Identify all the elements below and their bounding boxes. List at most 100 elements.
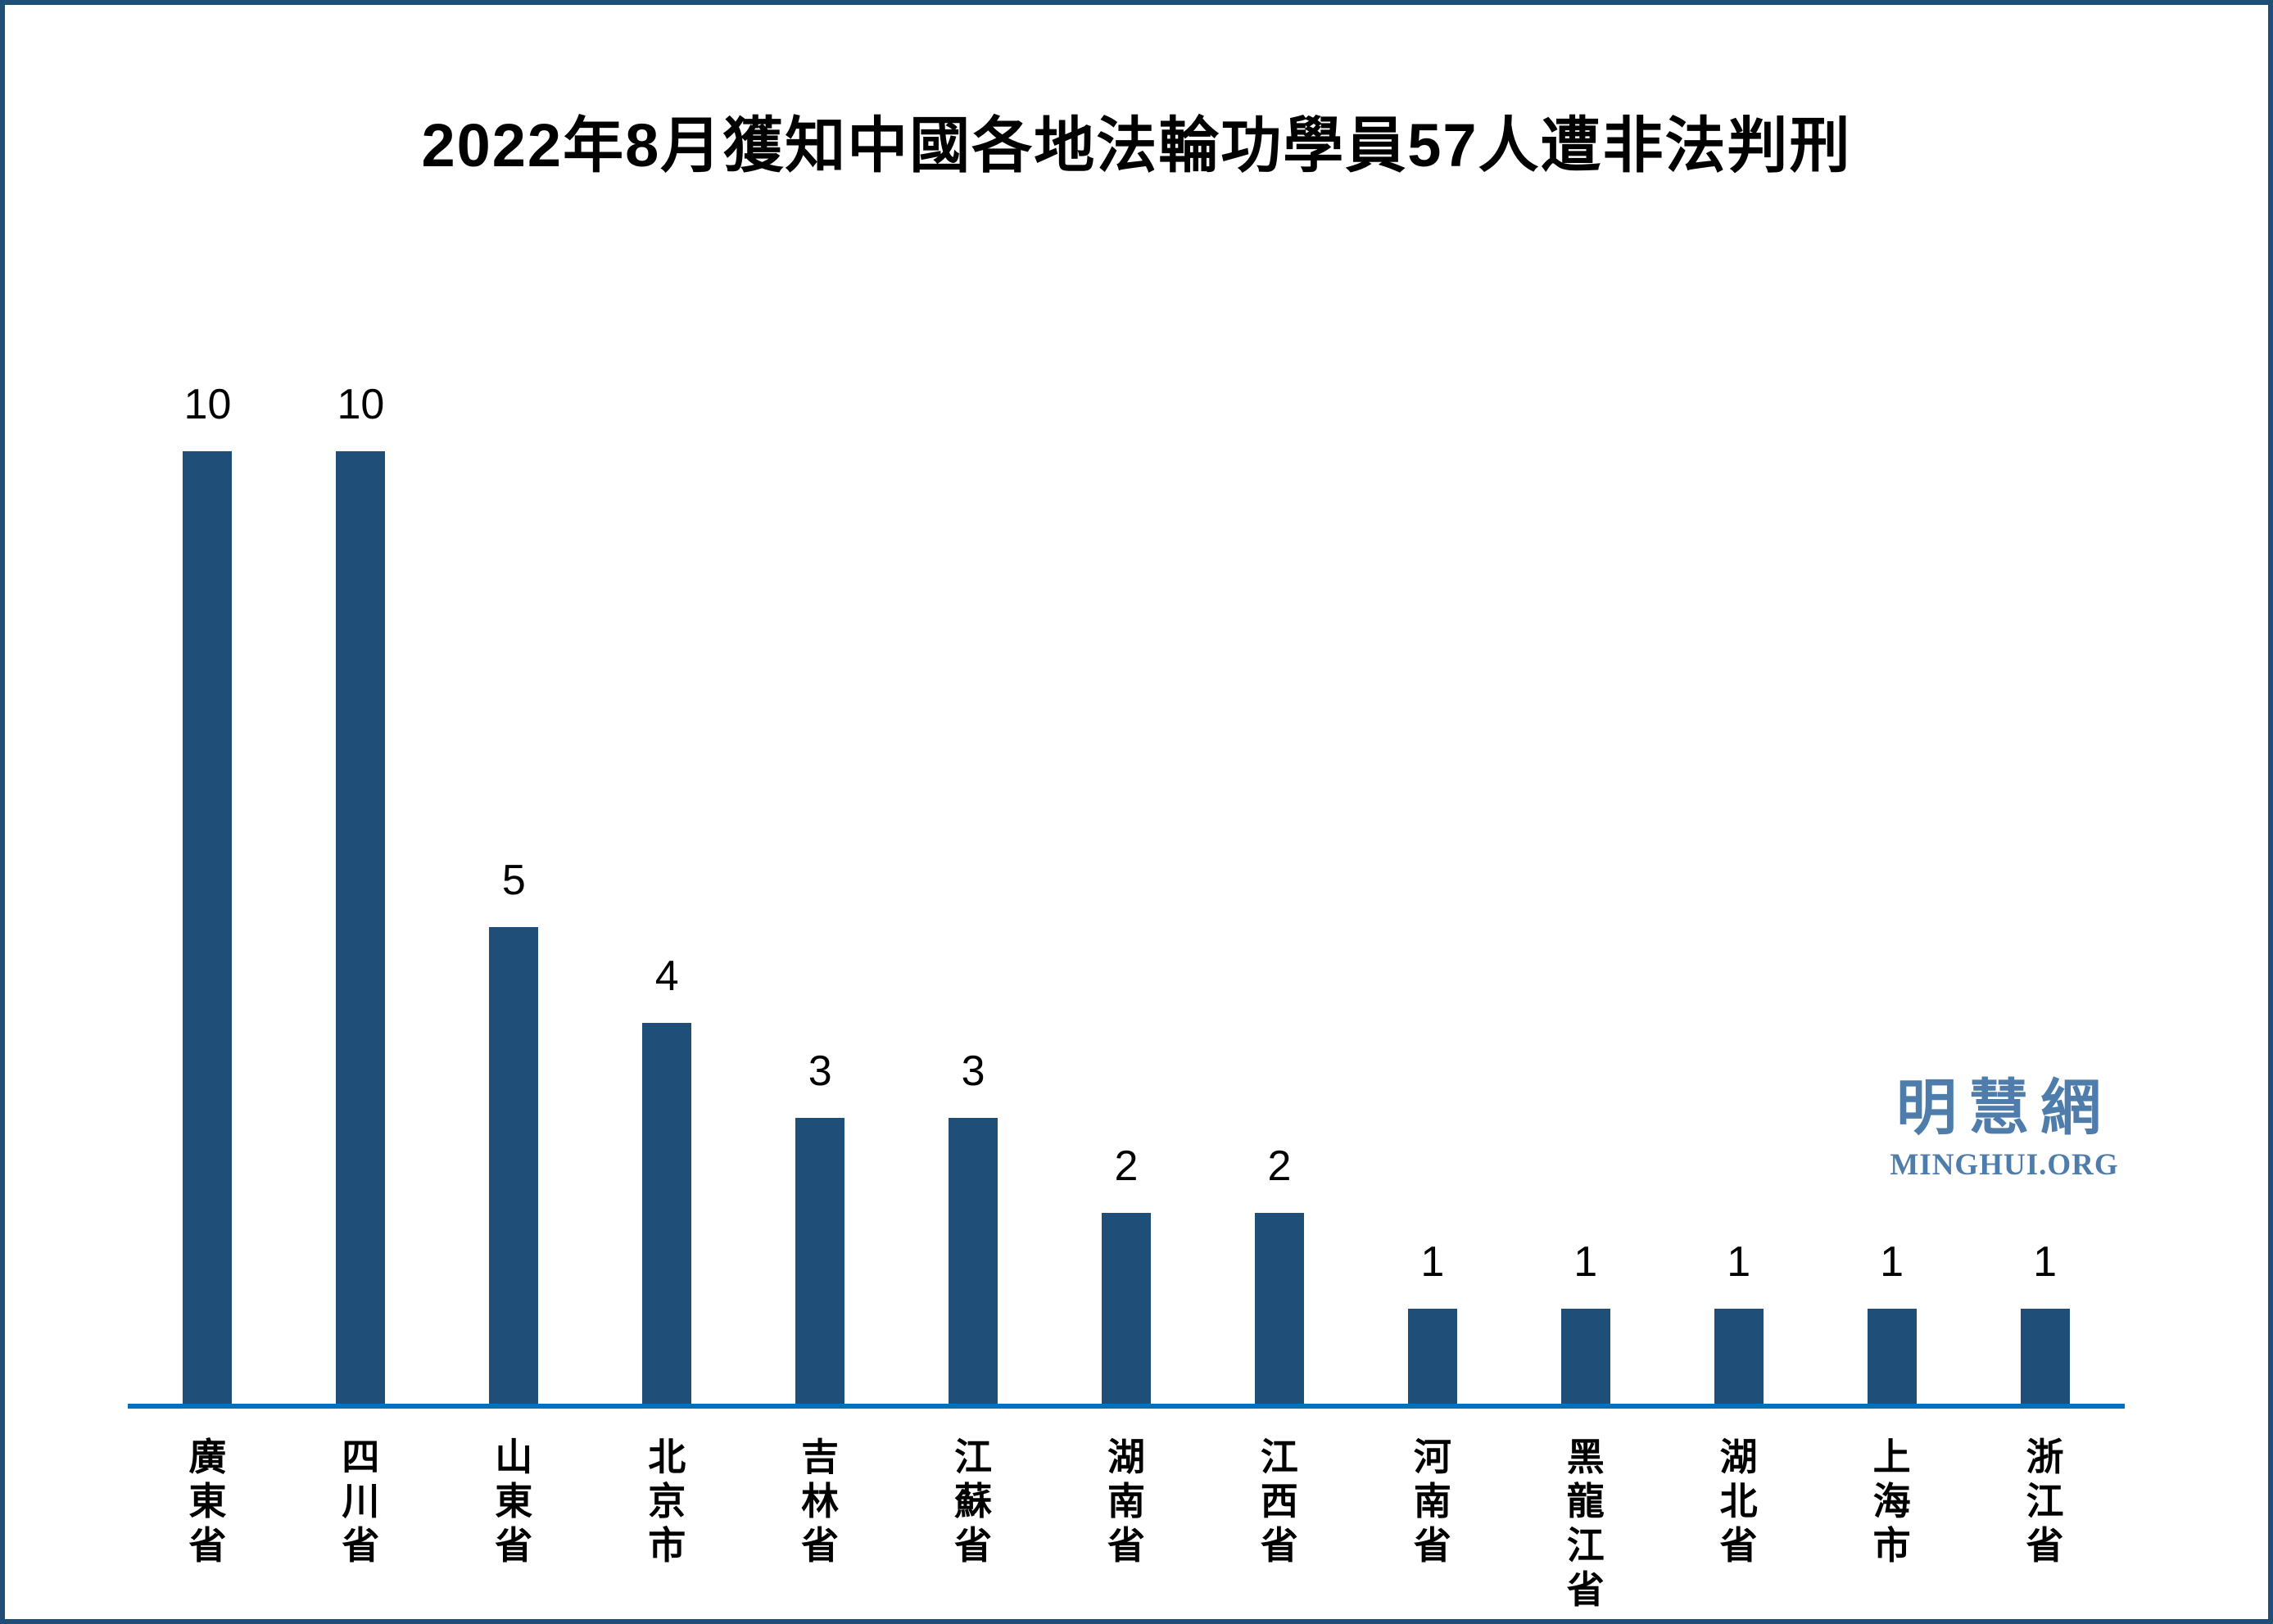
x-axis-label-char: 北 — [648, 1436, 686, 1478]
bar — [1254, 1213, 1304, 1404]
x-axis-label-char: 市 — [648, 1524, 686, 1567]
x-axis-label-char: 省 — [1566, 1568, 1605, 1611]
x-axis-label-char: 林 — [801, 1480, 840, 1522]
bar-value-label: 3 — [808, 1047, 832, 1095]
x-axis-label: 廣東省 — [131, 1435, 284, 1612]
x-axis-label-char: 北 — [1719, 1480, 1758, 1522]
bar — [489, 927, 539, 1404]
x-axis-labels: 廣東省四川省山東省北京市吉林省江蘇省湖南省江西省河南省黑龍江省湖北省上海市浙江省 — [131, 1435, 2121, 1612]
x-axis-label-char: 西 — [1260, 1480, 1298, 1522]
x-axis-label-char: 京 — [648, 1480, 686, 1522]
bar — [183, 451, 233, 1404]
bar-value-label: 1 — [1420, 1238, 1445, 1286]
x-axis-label-char: 江 — [1566, 1524, 1605, 1567]
bar-value-label: 3 — [961, 1047, 985, 1095]
x-axis-label-char: 龍 — [1566, 1480, 1605, 1522]
bar-column: 1 — [1815, 0, 1968, 1404]
bar-column: 2 — [1202, 0, 1356, 1404]
bar-chart: 10 10 5 4 3 3 2 2 1 1 1 1 1 — [131, 0, 2121, 1404]
bar — [642, 1023, 692, 1404]
x-axis-label: 黑龍江省 — [1509, 1435, 1662, 1612]
bar-value-label: 1 — [2033, 1238, 2057, 1286]
x-axis-label: 江西省 — [1202, 1435, 1356, 1612]
x-axis-line — [128, 1404, 2125, 1409]
bar-column: 3 — [897, 0, 1050, 1404]
x-axis-label-char: 廣 — [188, 1436, 227, 1478]
x-axis-label: 河南省 — [1356, 1435, 1509, 1612]
x-axis-label-char: 省 — [1413, 1524, 1451, 1567]
x-axis-label-char: 省 — [495, 1524, 533, 1567]
bar — [949, 1118, 998, 1404]
bar-column: 5 — [437, 0, 591, 1404]
bar-value-label: 2 — [1267, 1142, 1292, 1190]
bar-value-label: 4 — [654, 952, 679, 1000]
bar-column: 10 — [131, 0, 284, 1404]
x-axis-label: 上海市 — [1815, 1435, 1968, 1612]
x-axis-label-char: 江 — [2026, 1480, 2064, 1522]
minghui-logo-chinese: 明慧網 — [1896, 1074, 2112, 1142]
bar-column: 1 — [1356, 0, 1509, 1404]
bar — [1560, 1309, 1610, 1404]
x-axis-label: 浙江省 — [1968, 1435, 2121, 1612]
x-axis-label-char: 吉 — [801, 1436, 840, 1478]
bar — [1407, 1309, 1457, 1404]
x-axis-label-char: 河 — [1413, 1436, 1451, 1478]
minghui-logo-url: MINGHUI.ORG — [1890, 1148, 2119, 1182]
bar-value-label: 2 — [1114, 1142, 1139, 1190]
x-axis-label: 北京市 — [591, 1435, 744, 1612]
bar — [1714, 1309, 1764, 1404]
x-axis-label-char: 省 — [1260, 1524, 1298, 1567]
x-axis-label: 江蘇省 — [897, 1435, 1050, 1612]
x-axis-label-char: 湖 — [1719, 1436, 1758, 1478]
bar-column: 4 — [591, 0, 744, 1404]
x-axis-label-char: 省 — [1719, 1524, 1758, 1567]
x-axis-label-char: 湖 — [1107, 1436, 1145, 1478]
x-axis-label-char: 山 — [495, 1436, 533, 1478]
bar-value-label: 1 — [1573, 1238, 1598, 1286]
x-axis-label-char: 海 — [1872, 1480, 1911, 1522]
bar-value-label: 5 — [501, 857, 526, 904]
x-axis-label-char: 黑 — [1566, 1436, 1605, 1478]
bar — [336, 451, 386, 1404]
minghui-logo: 明慧網 MINGHUI.ORG — [1869, 1074, 2139, 1182]
bar-column: 1 — [1662, 0, 1815, 1404]
x-axis-label-char: 省 — [342, 1524, 380, 1567]
x-axis-label-char: 南 — [1413, 1480, 1451, 1522]
x-axis-label-char: 江 — [954, 1436, 993, 1478]
x-axis-label-char: 東 — [188, 1480, 227, 1522]
chart-title: 2022年8月獲知中國各地法輪功學員57人遭非法判刑 — [421, 111, 1852, 179]
bar-value-label: 10 — [183, 381, 232, 428]
x-axis-label-char: 南 — [1107, 1480, 1145, 1522]
bar-value-label: 10 — [337, 381, 385, 428]
x-axis-label-char: 省 — [2026, 1524, 2064, 1567]
x-axis-label: 湖北省 — [1662, 1435, 1815, 1612]
x-axis-label: 吉林省 — [744, 1435, 897, 1612]
bar-column: 10 — [284, 0, 437, 1404]
bar — [2020, 1309, 2070, 1404]
x-axis-label-char: 浙 — [2026, 1436, 2064, 1478]
x-axis-label: 四川省 — [284, 1435, 437, 1612]
bar — [795, 1118, 845, 1404]
x-axis-label: 山東省 — [437, 1435, 591, 1612]
x-axis-label-char: 省 — [188, 1524, 227, 1567]
bar-column: 1 — [1509, 0, 1662, 1404]
bar-column: 3 — [744, 0, 897, 1404]
x-axis-label-char: 四 — [342, 1436, 380, 1478]
bar-column: 1 — [1968, 0, 2121, 1404]
x-axis-label-char: 省 — [801, 1524, 840, 1567]
bar-value-label: 1 — [1727, 1238, 1751, 1286]
bar-column: 2 — [1050, 0, 1203, 1404]
x-axis-label-char: 市 — [1872, 1524, 1911, 1567]
x-axis-label-char: 上 — [1872, 1436, 1911, 1478]
x-axis-label-char: 蘇 — [954, 1480, 993, 1522]
x-axis-label-char: 省 — [1107, 1524, 1145, 1567]
x-axis-label-char: 川 — [342, 1480, 380, 1522]
x-axis-label-char: 省 — [954, 1524, 993, 1567]
x-axis-label-char: 東 — [495, 1480, 533, 1522]
bar — [1101, 1213, 1151, 1404]
bar — [1867, 1309, 1917, 1404]
x-axis-label-char: 江 — [1260, 1436, 1298, 1478]
bar-value-label: 1 — [1880, 1238, 1904, 1286]
x-axis-label: 湖南省 — [1050, 1435, 1203, 1612]
